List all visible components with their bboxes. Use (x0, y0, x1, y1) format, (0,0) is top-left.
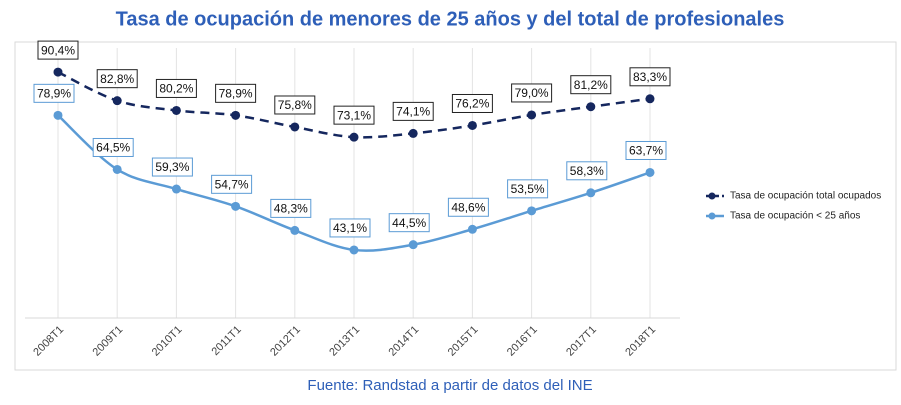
data-point (53, 67, 63, 77)
data-point (349, 245, 359, 255)
data-point (112, 96, 122, 106)
x-tick-label: 2008T1 (31, 324, 66, 359)
data-label: 75,8% (278, 98, 312, 112)
data-label-box (92, 137, 134, 157)
data-point (467, 120, 477, 130)
legend-label: Tasa de ocupación < 25 años (730, 211, 860, 222)
data-point (645, 94, 655, 104)
data-label: 76,2% (455, 97, 489, 111)
data-point (231, 201, 241, 211)
chart-title: Tasa de ocupación de menores de 25 años … (116, 8, 785, 30)
data-label: 82,8% (100, 72, 134, 86)
data-label-box (566, 161, 608, 181)
data-label-box (511, 83, 553, 103)
x-tick-label: 2017T1 (564, 324, 599, 359)
data-label-box (388, 213, 430, 233)
data-point (408, 128, 418, 138)
data-label: 78,9% (37, 87, 71, 101)
data-point (231, 110, 241, 120)
x-tick-label: 2011T1 (209, 324, 243, 358)
data-point (349, 132, 359, 142)
data-label: 58,3% (570, 164, 604, 178)
data-label: 59,3% (155, 160, 189, 174)
data-label-box (215, 83, 257, 103)
data-point (467, 224, 477, 234)
data-label-box (447, 197, 489, 217)
data-label-box (625, 140, 667, 160)
data-point (171, 105, 181, 115)
legend-marker (708, 192, 716, 200)
data-label-box (151, 157, 193, 177)
data-label-box (155, 78, 197, 98)
x-tick-label: 2015T1 (446, 324, 481, 359)
data-label: 73,1% (337, 108, 371, 122)
data-label: 64,5% (96, 141, 130, 155)
source-note: Fuente: Randstad a partir de datos del I… (307, 377, 592, 394)
data-label: 54,7% (215, 177, 249, 191)
x-tick-label: 2012T1 (268, 324, 303, 359)
data-label-box (96, 69, 138, 89)
data-label: 48,3% (274, 202, 308, 216)
legend-marker (708, 212, 716, 220)
data-label-box (274, 95, 316, 115)
data-label-box (392, 101, 434, 121)
data-point (586, 102, 596, 112)
data-label-box (33, 83, 75, 103)
data-point (408, 240, 418, 250)
x-tick-label: 2018T1 (623, 324, 658, 359)
data-label-box (570, 75, 612, 95)
data-point (171, 184, 181, 194)
data-label: 83,3% (633, 70, 667, 84)
data-label: 43,1% (333, 221, 367, 235)
data-point (53, 110, 63, 120)
data-label: 44,5% (392, 216, 426, 230)
data-point (527, 206, 537, 216)
x-tick-label: 2010T1 (150, 324, 185, 359)
chart-frame (14, 41, 897, 371)
data-label-box (211, 174, 253, 194)
data-point (290, 122, 300, 132)
data-point (112, 164, 122, 174)
data-label-box (270, 198, 312, 218)
x-tick-label: 2013T1 (327, 324, 362, 359)
data-label-box (451, 93, 493, 113)
data-label: 80,2% (159, 82, 193, 96)
data-label: 48,6% (451, 200, 485, 214)
x-tick-label: 2014T1 (387, 324, 422, 359)
x-tick-label: 2009T1 (91, 324, 126, 359)
data-label-box (37, 40, 79, 60)
data-point (645, 167, 655, 177)
data-point (586, 188, 596, 198)
data-label: 53,5% (511, 182, 545, 196)
data-label-box (629, 67, 671, 87)
data-label-box (329, 218, 371, 238)
data-label: 90,4% (41, 43, 75, 57)
data-point (527, 110, 537, 120)
x-tick-label: 2016T1 (505, 324, 540, 359)
data-label-box (507, 179, 549, 199)
legend-label: Tasa de ocupación total ocupados (730, 191, 881, 202)
data-point (290, 225, 300, 235)
data-label: 78,9% (219, 87, 253, 101)
data-label-box (333, 105, 375, 125)
data-label: 63,7% (629, 144, 663, 158)
data-label: 79,0% (515, 86, 549, 100)
data-label: 74,1% (396, 105, 430, 119)
data-label: 81,2% (574, 78, 608, 92)
